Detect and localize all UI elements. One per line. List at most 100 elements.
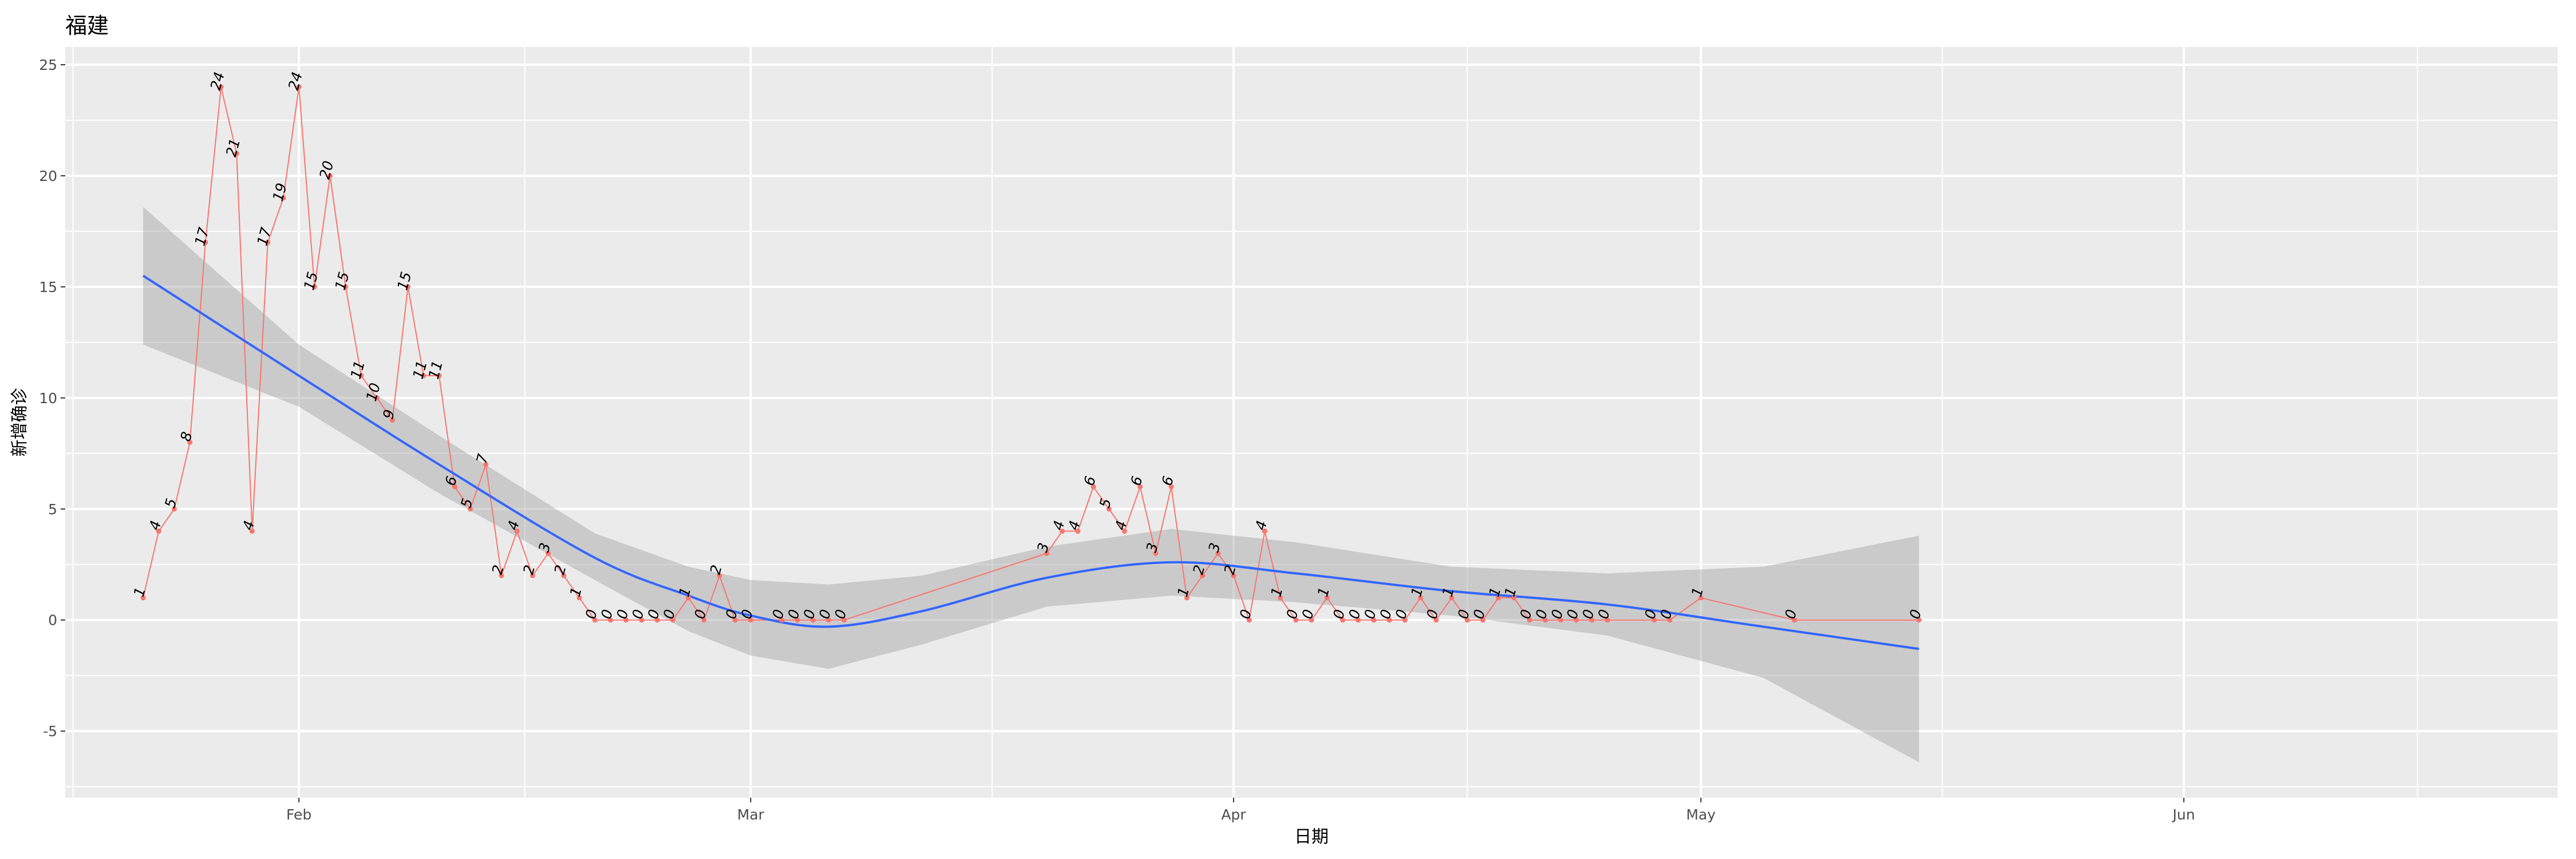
data-label: 0 xyxy=(1595,608,1613,621)
data-label: 2 xyxy=(1221,563,1239,576)
data-point xyxy=(1574,617,1579,623)
data-point xyxy=(436,373,442,379)
data-point xyxy=(250,529,255,534)
data-point xyxy=(1356,617,1361,623)
data-point xyxy=(561,573,567,578)
data-point xyxy=(1402,617,1408,623)
data-label: 4 xyxy=(1049,519,1068,532)
data-point xyxy=(1386,617,1392,623)
data-point xyxy=(1137,484,1143,490)
data-point xyxy=(1652,617,1657,623)
data-label: 0 xyxy=(1470,608,1488,621)
data-point xyxy=(1200,573,1206,578)
data-label: 1 xyxy=(1174,585,1192,598)
data-label: 0 xyxy=(1641,608,1660,621)
points-layer xyxy=(140,84,1922,623)
data-label: 0 xyxy=(1423,608,1441,621)
data-label: 1 xyxy=(675,585,694,598)
data-point xyxy=(1262,529,1267,534)
data-point xyxy=(1246,617,1252,623)
y-axis-title: 新增确诊 xyxy=(10,388,30,457)
data-label: 4 xyxy=(1065,519,1084,532)
y-tick-label: 5 xyxy=(48,501,57,518)
data-point xyxy=(576,595,582,601)
data-point xyxy=(623,617,629,623)
data-label: 0 xyxy=(831,608,850,621)
data-label: 1 xyxy=(1267,585,1286,598)
data-point xyxy=(374,395,380,401)
data-label: 0 xyxy=(769,608,788,621)
data-point xyxy=(1278,595,1283,601)
data-point xyxy=(1121,529,1127,534)
data-label: 3 xyxy=(535,541,554,554)
data-point xyxy=(607,617,613,623)
data-point xyxy=(203,239,208,245)
data-point xyxy=(1464,617,1470,623)
y-tick-label: 15 xyxy=(39,279,57,295)
data-point xyxy=(810,617,816,623)
data-label: 1 xyxy=(1688,585,1706,598)
y-tick-label: 20 xyxy=(39,168,57,184)
data-label: 0 xyxy=(1345,608,1364,621)
data-point xyxy=(296,84,302,90)
data-label: 4 xyxy=(239,519,258,532)
data-point xyxy=(1293,617,1299,623)
data-label: 6 xyxy=(1081,474,1099,487)
data-label: 0 xyxy=(1781,608,1800,621)
data-label: 0 xyxy=(1657,608,1676,621)
data-label: 0 xyxy=(1299,608,1317,621)
data-label: 4 xyxy=(504,519,523,532)
data-point xyxy=(1075,529,1081,534)
data-point xyxy=(405,284,411,290)
data-label: 0 xyxy=(1236,608,1255,621)
data-point xyxy=(1044,550,1049,556)
data-point xyxy=(779,617,785,623)
data-label: 4 xyxy=(1112,519,1130,532)
data-point xyxy=(1340,617,1345,623)
data-label: 0 xyxy=(1579,608,1598,621)
x-axis-title: 日期 xyxy=(1294,827,1329,847)
data-point xyxy=(701,617,707,623)
data-point xyxy=(514,529,520,534)
data-point xyxy=(171,506,177,512)
data-label: 0 xyxy=(691,608,709,621)
data-point xyxy=(1480,617,1485,623)
confidence-band-layer xyxy=(143,207,1919,762)
data-label: 3 xyxy=(1205,541,1223,554)
data-label: 6 xyxy=(1127,474,1145,487)
data-point xyxy=(717,573,722,578)
y-tick-label: -5 xyxy=(43,723,57,740)
x-tick-label: Mar xyxy=(737,806,765,823)
x-tick-label: Jun xyxy=(2171,806,2195,823)
major-gridlines xyxy=(65,47,2558,798)
data-point xyxy=(1417,595,1423,601)
data-point xyxy=(546,550,551,556)
data-label: 1 xyxy=(567,585,585,598)
smooth-line-layer xyxy=(142,274,1919,651)
data-point xyxy=(592,617,598,623)
data-label: 2 xyxy=(551,563,570,576)
data-label: 0 xyxy=(629,608,647,621)
data-label: 7 xyxy=(473,452,491,465)
data-point xyxy=(140,595,146,601)
data-label: 9 xyxy=(380,408,398,421)
confidence-band xyxy=(143,207,1919,762)
data-point xyxy=(1168,484,1174,490)
data-point xyxy=(311,284,317,290)
data-label: 4 xyxy=(146,519,164,532)
data-label: 0 xyxy=(800,608,819,621)
data-label: 0 xyxy=(722,608,741,621)
data-label: 5 xyxy=(457,497,476,510)
data-label: 0 xyxy=(1455,608,1473,621)
data-label: 0 xyxy=(1361,608,1380,621)
data-label: 1 xyxy=(1485,585,1504,598)
data-point xyxy=(1231,573,1236,578)
data-label: 0 xyxy=(613,608,631,621)
data-point xyxy=(1184,595,1190,601)
data-point xyxy=(795,617,800,623)
data-point xyxy=(468,506,473,512)
data-point xyxy=(483,462,489,467)
data-label: 5 xyxy=(1096,497,1115,510)
data-label: 0 xyxy=(1906,608,1925,621)
